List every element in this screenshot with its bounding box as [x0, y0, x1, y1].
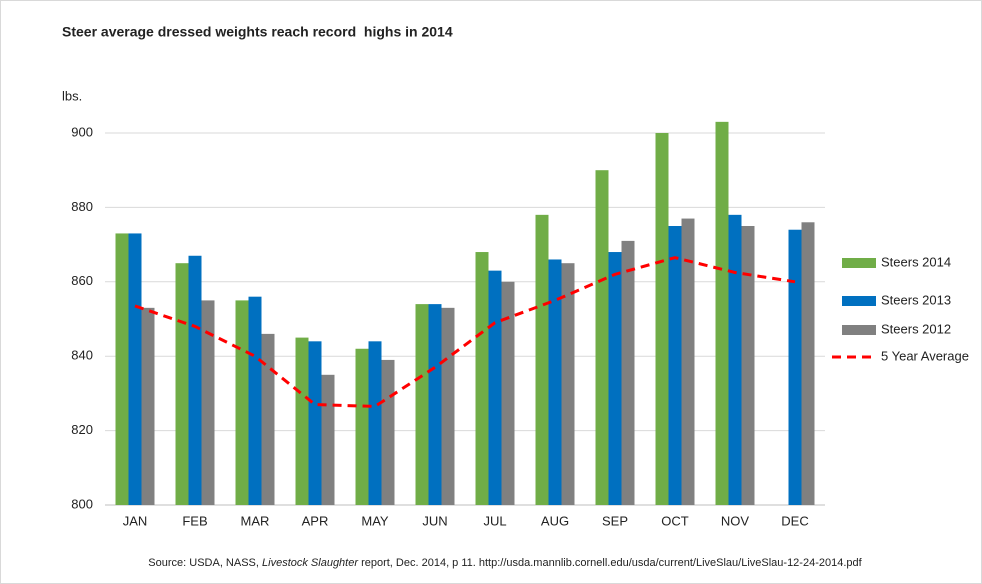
bar — [355, 348, 369, 505]
bar — [381, 359, 395, 505]
bar — [295, 337, 309, 505]
bar — [621, 240, 635, 505]
bar — [428, 304, 442, 505]
bar — [561, 263, 575, 505]
y-tick-label: 860 — [71, 273, 93, 288]
legend-label: Steers 2012 — [881, 321, 951, 336]
legend-swatch — [842, 296, 876, 306]
bar — [248, 296, 262, 505]
bar — [595, 170, 609, 505]
bar — [548, 259, 562, 505]
source-part: Source: USDA, NASS, — [148, 557, 262, 569]
bar — [608, 252, 622, 505]
x-tick-label: NOV — [721, 513, 750, 528]
bar — [235, 300, 249, 505]
bar — [655, 133, 669, 505]
bar — [741, 226, 755, 505]
bar — [668, 226, 682, 505]
x-tick-label: JUL — [483, 513, 506, 528]
bar — [415, 304, 429, 505]
source-part: report, Dec. 2014, p 11. http://usda.man… — [358, 557, 863, 569]
x-tick-label: MAY — [361, 513, 389, 528]
x-tick-label: APR — [302, 513, 329, 528]
x-tick-label: FEB — [182, 513, 207, 528]
x-tick-label: JUN — [422, 513, 447, 528]
chart-title: Steer average dressed weights reach reco… — [62, 24, 453, 40]
legend-swatch — [842, 325, 876, 335]
y-tick-label: 900 — [71, 124, 93, 139]
average-line — [134, 256, 796, 408]
source-part: Livestock Slaughter — [262, 557, 359, 569]
x-tick-label: SEP — [602, 513, 628, 528]
y-tick-label: 820 — [71, 422, 93, 437]
bar — [475, 252, 489, 505]
legend-label: Steers 2013 — [881, 292, 951, 307]
bar — [368, 341, 382, 505]
bar — [175, 263, 189, 505]
bar — [441, 307, 455, 505]
legend-label: Steers 2014 — [881, 254, 951, 269]
bar — [188, 255, 202, 505]
bar — [788, 229, 802, 505]
bar — [728, 214, 742, 505]
legend-swatch — [842, 258, 876, 268]
x-tick-label: JAN — [123, 513, 148, 528]
x-tick-label: DEC — [781, 513, 808, 528]
bar — [141, 307, 155, 505]
bar — [128, 233, 142, 505]
bar — [715, 121, 729, 505]
bar — [321, 374, 335, 505]
bar — [801, 222, 815, 505]
bar — [201, 300, 215, 505]
y-tick-label: 800 — [71, 496, 93, 511]
y-tick-label: 840 — [71, 348, 93, 363]
bar — [501, 281, 515, 505]
y-axis-label: lbs. — [62, 88, 82, 103]
bar — [681, 218, 695, 505]
bar — [261, 333, 275, 505]
legend-label: 5 Year Average — [881, 348, 969, 363]
bar — [535, 214, 549, 505]
x-tick-label: MAR — [241, 513, 270, 528]
bar — [115, 233, 129, 505]
source-note: Source: USDA, NASS, Livestock Slaughter … — [148, 557, 862, 569]
x-tick-label: AUG — [541, 513, 569, 528]
bar — [308, 341, 322, 505]
y-tick-label: 880 — [71, 199, 93, 214]
x-tick-label: OCT — [661, 513, 689, 528]
bar — [488, 270, 502, 505]
